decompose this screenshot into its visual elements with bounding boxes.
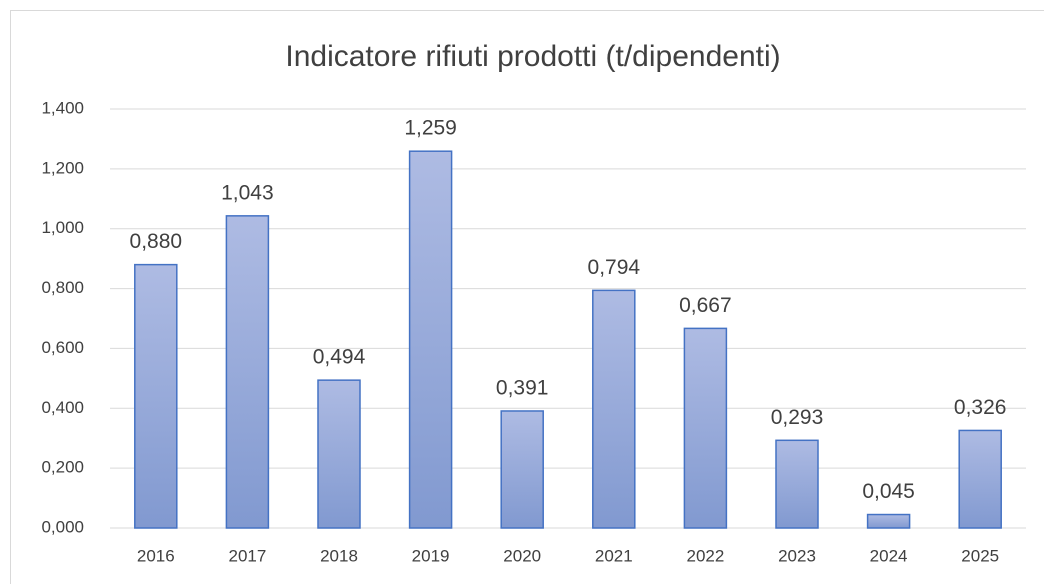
data-label: 0,326: [954, 396, 1007, 419]
data-label: 0,794: [588, 256, 641, 279]
bar: [866, 513, 911, 529]
y-tick-label: 0,400: [41, 398, 84, 417]
y-tick-label: 0,600: [41, 338, 84, 357]
x-tick-label: 2020: [503, 546, 541, 565]
x-tick-label: 2024: [870, 546, 908, 565]
data-label: 0,045: [862, 480, 915, 503]
x-tick-label: 2025: [961, 546, 999, 565]
data-label: 0,880: [130, 230, 183, 253]
y-tick-label: 0,200: [41, 458, 84, 477]
bar: [958, 429, 1002, 529]
y-tick-label: 1,400: [41, 98, 84, 117]
bar: [225, 215, 270, 529]
x-tick-label: 2016: [137, 546, 175, 565]
data-label: 0,293: [771, 406, 824, 429]
data-label: 0,667: [679, 294, 732, 317]
data-label: 0,391: [496, 377, 549, 400]
data-label: 0,494: [313, 346, 366, 369]
bar: [408, 150, 453, 529]
x-tick-label: 2017: [228, 546, 266, 565]
bar: [134, 263, 178, 529]
bar: [500, 410, 544, 529]
x-tick-label: 2022: [686, 546, 724, 565]
data-label: 1,259: [404, 117, 457, 140]
y-tick-label: 0,000: [41, 517, 84, 536]
data-label: 1,043: [221, 181, 274, 204]
bar: [592, 289, 636, 529]
chart-title: Indicatore rifiuti prodotti (t/dipendent…: [285, 40, 780, 73]
x-tick-label: 2019: [412, 546, 450, 565]
bar: [775, 439, 819, 529]
y-tick-label: 0,800: [41, 278, 84, 297]
y-tick-label: 1,000: [41, 218, 84, 237]
x-tick-label: 2018: [320, 546, 358, 565]
bar: [317, 379, 361, 529]
x-tick-label: 2023: [778, 546, 816, 565]
bar: [683, 327, 728, 529]
x-tick-label: 2021: [595, 546, 633, 565]
y-tick-label: 1,200: [41, 158, 84, 177]
